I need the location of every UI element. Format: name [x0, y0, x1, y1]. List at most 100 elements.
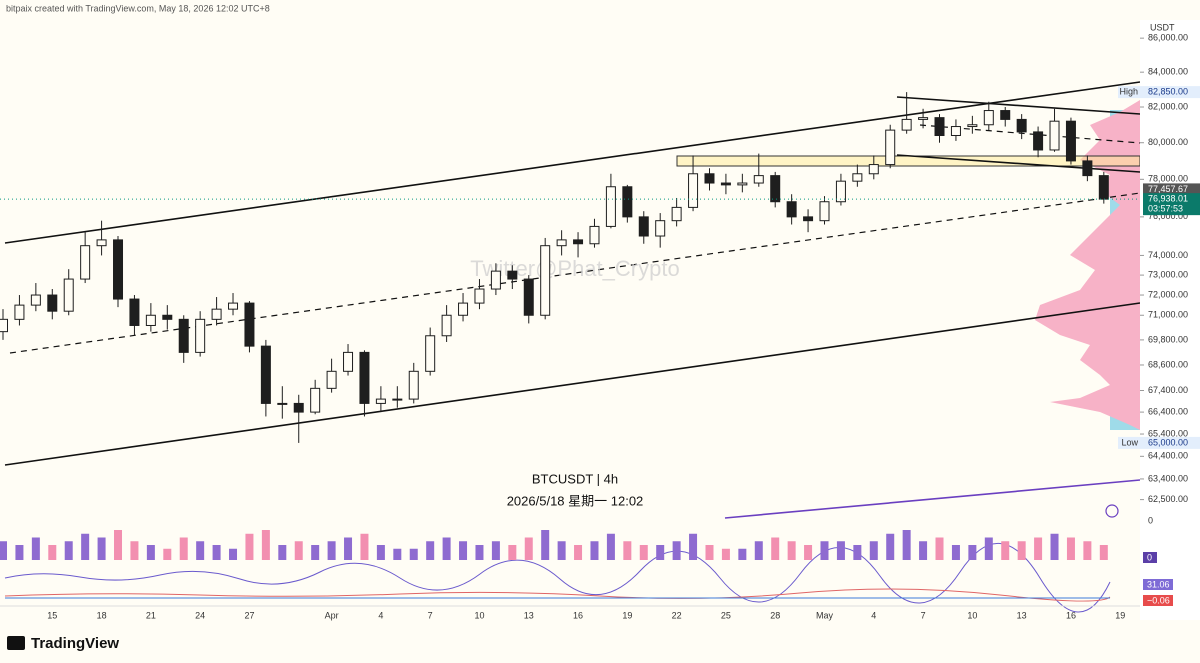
oscillator-pane — [4, 543, 1111, 613]
y-tick-label: 64,400.00 — [1148, 451, 1188, 461]
price-tag-bg — [1118, 86, 1200, 99]
candle-body — [622, 186, 633, 218]
x-tick-label: 13 — [524, 610, 534, 620]
price-tag-bg — [1118, 436, 1200, 449]
logo-text: TradingView — [31, 635, 119, 652]
volume-bar — [114, 530, 123, 560]
candle-body — [770, 175, 781, 203]
volume-bar — [869, 541, 878, 560]
candle-body — [343, 351, 354, 372]
volume-bar — [1050, 533, 1059, 560]
candle-body — [359, 351, 370, 404]
candle-body — [30, 294, 41, 306]
header-credit: bitpaix created with TradingView.com, Ma… — [6, 3, 270, 13]
volume-bar — [968, 545, 977, 560]
y-tick-label: 65,400.00 — [1148, 428, 1188, 438]
x-tick-label: 19 — [1115, 610, 1125, 620]
candle-body — [80, 245, 91, 280]
candle-body — [638, 216, 649, 237]
y-tick-label: 84,000.00 — [1148, 67, 1188, 77]
candle-body — [507, 270, 518, 280]
volume-bar — [15, 545, 24, 560]
volume-bar — [689, 533, 698, 560]
candle-body — [1082, 160, 1093, 177]
candle-body — [1000, 110, 1011, 120]
volume-bar — [64, 541, 73, 560]
x-tick-label: 13 — [1017, 610, 1027, 620]
candle-body — [835, 180, 846, 203]
candle-body — [1049, 120, 1060, 151]
y-tick-label: 76,000.00 — [1148, 211, 1188, 221]
candle-body — [852, 173, 863, 182]
volume-bar — [130, 541, 139, 560]
volume-bar — [48, 545, 57, 560]
volume-bar — [738, 548, 747, 560]
volume-bar — [261, 530, 270, 560]
volume-bar — [426, 541, 435, 560]
candle-body — [474, 288, 485, 304]
x-tick-label: 21 — [146, 610, 156, 620]
volume-bar — [902, 530, 911, 560]
osc-tag-2 — [1143, 595, 1173, 606]
candle-body — [950, 126, 961, 137]
x-tick-label: 25 — [721, 610, 731, 620]
volume-bar — [376, 545, 385, 560]
volume-bar — [557, 541, 566, 560]
oscillator-line — [4, 543, 1111, 613]
candle-body — [688, 173, 699, 208]
candle-body — [195, 318, 206, 353]
candle-body — [277, 402, 288, 405]
candle-body — [326, 370, 337, 389]
y-tick-label: 69,800.00 — [1148, 334, 1188, 344]
osc-value: 31.06 — [1147, 579, 1170, 589]
candles — [0, 92, 1109, 560]
logo[interactable]: TradingView — [7, 635, 119, 652]
candle-body — [671, 206, 682, 222]
price-axis — [1140, 20, 1200, 620]
candle-body — [803, 216, 814, 222]
volume-value: 0 — [1147, 552, 1152, 562]
candle-body — [63, 278, 74, 312]
candle-body — [425, 335, 436, 372]
volume-bar — [0, 541, 7, 560]
volume-bar — [656, 545, 665, 560]
candle-body — [129, 298, 140, 326]
y-tick-label: 78,000.00 — [1148, 174, 1188, 184]
volume-bar — [475, 545, 484, 560]
candle-body — [310, 387, 321, 413]
volume-bar — [245, 533, 254, 560]
candle-body — [162, 314, 173, 320]
y-tick-label: 63,400.00 — [1148, 473, 1188, 483]
candle-body — [885, 129, 896, 166]
volume-bar — [1099, 545, 1108, 560]
volume-bar — [196, 541, 205, 560]
y-tick-label: 74,000.00 — [1148, 250, 1188, 260]
channel-upper — [4, 81, 1141, 244]
price-tag-value: 65,000.00 — [1148, 437, 1188, 447]
y-tick-label: 66,400.00 — [1148, 406, 1188, 416]
volume-bar — [771, 537, 780, 560]
x-tick-label: 15 — [47, 610, 57, 620]
volume-bar — [606, 533, 615, 560]
volume-bar — [804, 545, 813, 560]
volume-bar — [705, 545, 714, 560]
osc-value-2: −0.06 — [1147, 595, 1170, 605]
x-tick-label: 24 — [195, 610, 205, 620]
price-tag-label: High — [1119, 86, 1138, 96]
alert-icon[interactable] — [1105, 504, 1119, 518]
candle-body — [934, 117, 945, 137]
osc-tag — [1143, 579, 1173, 590]
candle-body — [490, 270, 501, 290]
volume-tag — [1143, 552, 1157, 563]
volume-bar — [886, 533, 895, 560]
volume-bar — [524, 537, 533, 560]
volume-bar — [787, 541, 796, 560]
legend-symbol: BTCUSDT | 4h — [532, 471, 618, 486]
candle-body — [441, 314, 452, 337]
volume-bar — [1066, 537, 1075, 560]
volume-bar — [344, 537, 353, 560]
candle-body — [260, 345, 271, 404]
x-tick-label: 28 — [770, 610, 780, 620]
candle-body — [392, 398, 403, 401]
